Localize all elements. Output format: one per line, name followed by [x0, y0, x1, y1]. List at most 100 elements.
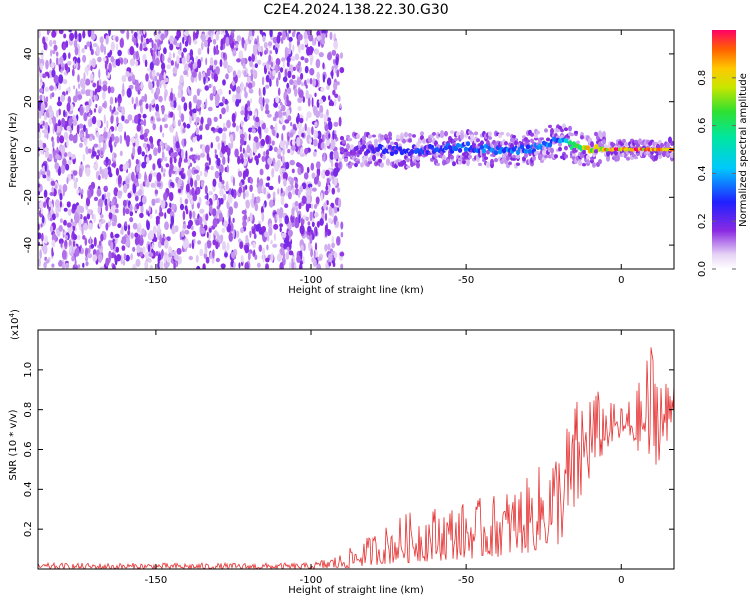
- noise-cell: [71, 68, 75, 77]
- noise-cell: [319, 218, 324, 226]
- noise-cell: [262, 35, 266, 42]
- noise-cell: [306, 30, 311, 36]
- noise-cell: [152, 123, 156, 131]
- noise-cell: [87, 222, 93, 230]
- noise-cell: [40, 208, 44, 215]
- noise-cell: [81, 47, 85, 54]
- noise-cell: [98, 175, 101, 181]
- noise-cell: [122, 199, 127, 207]
- snr-y-ticks: 0.2 0.4 0.6 0.8 1.0: [23, 362, 674, 537]
- noise-cell: [228, 89, 231, 95]
- noise-cell: [243, 86, 247, 93]
- noise-cell: [152, 49, 156, 56]
- noise-cell: [197, 58, 202, 69]
- noise-cell: [327, 52, 332, 61]
- noise-cell: [314, 37, 317, 45]
- noise-cell: [336, 69, 340, 78]
- noise-cell: [325, 32, 328, 38]
- noise-cell: [300, 43, 305, 51]
- noise-cell: [204, 144, 210, 154]
- noise-cell: [265, 103, 269, 112]
- noise-cell: [62, 79, 68, 85]
- noise-cell: [105, 185, 108, 191]
- noise-cell: [203, 39, 208, 48]
- noise-cell: [39, 200, 44, 209]
- signal-halo: [506, 132, 510, 137]
- noise-cell: [269, 78, 272, 87]
- noise-cell: [244, 91, 248, 99]
- noise-cell: [253, 249, 256, 256]
- signal-halo: [602, 139, 606, 145]
- signal-halo: [616, 154, 620, 162]
- noise-cell: [157, 223, 161, 233]
- noise-cell: [110, 56, 115, 63]
- noise-cell: [89, 90, 93, 98]
- noise-cell: [309, 56, 313, 66]
- noise-cell: [210, 142, 213, 149]
- noise-cell: [206, 67, 211, 77]
- noise-cell: [170, 181, 174, 187]
- signal-halo: [516, 155, 520, 159]
- y-tick-label: 20: [23, 95, 34, 108]
- noise-cell: [306, 78, 310, 84]
- signal-halo: [582, 163, 586, 167]
- noise-cell: [333, 176, 338, 187]
- noise-cell: [136, 227, 140, 233]
- noise-cell: [170, 99, 174, 108]
- signal-halo: [396, 134, 400, 139]
- noise-cell: [39, 249, 42, 259]
- noise-cell: [331, 160, 334, 168]
- noise-cell: [338, 198, 342, 208]
- noise-cell: [291, 145, 296, 151]
- signal-cell: [455, 142, 461, 148]
- noise-cell: [316, 263, 322, 269]
- noise-cell: [161, 117, 166, 123]
- signal-halo: [574, 130, 578, 134]
- noise-cell: [176, 247, 182, 255]
- signal-cell: [481, 148, 487, 154]
- noise-cell: [169, 111, 174, 118]
- noise-cell: [331, 69, 334, 80]
- noise-cell: [55, 125, 62, 133]
- noise-cell: [103, 45, 106, 56]
- noise-cell: [264, 109, 270, 115]
- noise-cell: [117, 106, 122, 112]
- noise-cell: [72, 230, 75, 236]
- noise-cell: [249, 184, 253, 192]
- signal-cell: [393, 149, 399, 155]
- noise-cell: [205, 98, 208, 109]
- noise-cell: [45, 259, 50, 264]
- noise-cell: [68, 117, 73, 127]
- noise-cell: [258, 87, 261, 97]
- noise-cell: [339, 52, 344, 59]
- noise-cell: [180, 173, 186, 179]
- noise-cell: [87, 253, 93, 259]
- noise-cell: [324, 123, 329, 132]
- noise-cell: [277, 153, 282, 159]
- noise-cell: [134, 236, 140, 246]
- noise-cell: [223, 220, 228, 228]
- noise-cell: [103, 167, 109, 175]
- noise-cell: [213, 230, 218, 236]
- noise-cell: [199, 134, 203, 140]
- noise-cell: [93, 143, 99, 148]
- noise-cell: [258, 244, 263, 252]
- noise-cell: [289, 79, 294, 85]
- noise-cell: [246, 144, 250, 154]
- noise-cell: [224, 252, 228, 258]
- noise-cell: [195, 174, 201, 182]
- noise-cell: [129, 46, 135, 56]
- noise-cell: [135, 138, 140, 148]
- noise-cell: [326, 77, 332, 86]
- signal-halo: [580, 154, 584, 159]
- noise-cell: [309, 77, 313, 85]
- signal-halo: [670, 152, 674, 159]
- noise-cell: [330, 140, 336, 150]
- noise-cell: [206, 239, 212, 249]
- y-tick-label: 40: [23, 48, 34, 61]
- noise-cell: [180, 113, 185, 123]
- noise-cell: [254, 202, 259, 212]
- noise-cell: [52, 124, 55, 135]
- noise-cell: [82, 153, 86, 162]
- noise-cell: [212, 217, 218, 228]
